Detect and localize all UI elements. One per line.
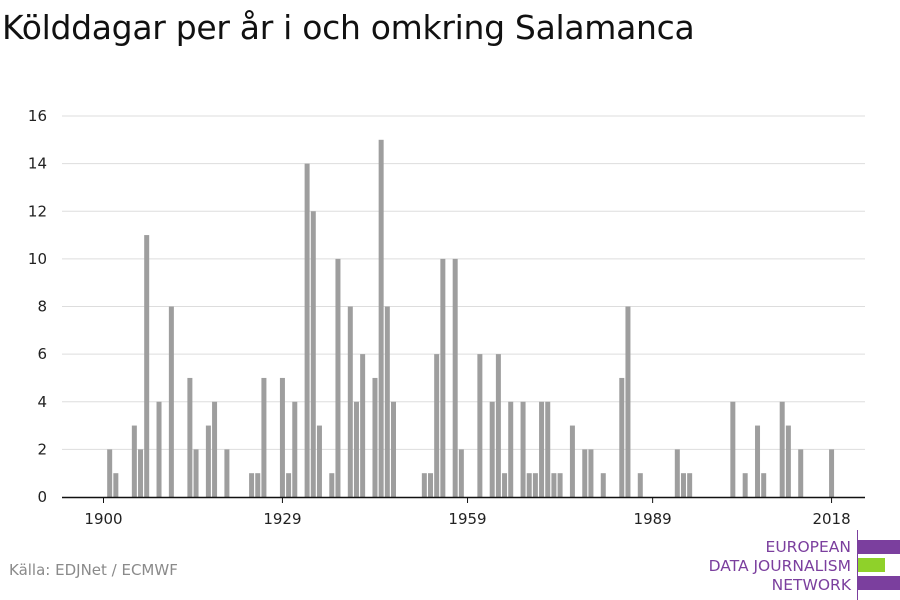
bar-2013 bbox=[798, 449, 804, 497]
bar-2018 bbox=[829, 449, 835, 497]
bar-2007 bbox=[761, 473, 767, 497]
bar-2006 bbox=[755, 425, 761, 497]
bar-1930 bbox=[286, 473, 292, 497]
bar-1931 bbox=[292, 401, 298, 497]
bar-1981 bbox=[600, 473, 606, 497]
x-tick-label-1900: 1900 bbox=[84, 510, 122, 528]
bar-1907 bbox=[144, 235, 150, 497]
bar-1954 bbox=[434, 354, 440, 497]
logo-line-3: NETWORK bbox=[771, 576, 851, 594]
bar-1976 bbox=[569, 425, 575, 497]
chart-title: Kölddagar per år i och omkring Salamanca bbox=[2, 8, 695, 47]
bars bbox=[107, 139, 835, 497]
bar-1945 bbox=[378, 139, 384, 497]
bar-1979 bbox=[588, 449, 594, 497]
bar-1935 bbox=[316, 425, 322, 497]
bar-1946 bbox=[384, 306, 390, 497]
bar-1947 bbox=[390, 401, 396, 497]
bar-1965 bbox=[502, 473, 508, 497]
bar-1994 bbox=[680, 473, 686, 497]
bar-1906 bbox=[138, 449, 144, 497]
bar-1969 bbox=[526, 473, 532, 497]
bar-1926 bbox=[261, 377, 267, 497]
bar-1920 bbox=[224, 449, 230, 497]
bar-1941 bbox=[353, 401, 359, 497]
edjnet-logo: EUROPEAN DATA JOURNALISM NETWORK bbox=[700, 530, 900, 600]
bar-1987 bbox=[637, 473, 643, 497]
bar-1953 bbox=[428, 473, 434, 497]
x-tick-label-1959: 1959 bbox=[448, 510, 486, 528]
bar-1901 bbox=[107, 449, 113, 497]
y-tick-label-12: 12 bbox=[28, 202, 47, 220]
bar-1925 bbox=[255, 473, 261, 497]
bar-2011 bbox=[785, 425, 791, 497]
bar-1914 bbox=[187, 377, 193, 497]
bar-1958 bbox=[458, 449, 464, 497]
x-tick-label-2018: 2018 bbox=[812, 510, 850, 528]
bar-1942 bbox=[360, 354, 366, 497]
bar-1955 bbox=[440, 258, 446, 497]
bar-1940 bbox=[347, 306, 353, 497]
tick-labels: 0 2 4 6 8 10 12 14 16 1900 1929 1959 1989 2018 bbox=[28, 107, 851, 528]
bar-1973 bbox=[551, 473, 557, 497]
logo-bar-top bbox=[858, 540, 900, 554]
bar-1911 bbox=[168, 306, 174, 497]
logo-divider bbox=[857, 530, 858, 600]
logo-bar-middle bbox=[858, 558, 885, 572]
bar-1917 bbox=[205, 425, 211, 497]
y-tick-label-6: 6 bbox=[37, 345, 47, 363]
bar-1963 bbox=[489, 401, 495, 497]
logo-line-1: EUROPEAN bbox=[765, 538, 851, 556]
axes bbox=[62, 496, 865, 503]
bar-2002 bbox=[730, 401, 736, 497]
bar-1964 bbox=[495, 354, 501, 497]
bar-1995 bbox=[687, 473, 693, 497]
bar-1902 bbox=[113, 473, 119, 497]
bar-1968 bbox=[520, 401, 526, 497]
bar-1966 bbox=[508, 401, 514, 497]
x-tick-label-1929: 1929 bbox=[263, 510, 301, 528]
bar-1944 bbox=[372, 377, 378, 497]
x-tick-label-1989: 1989 bbox=[634, 510, 672, 528]
bar-1974 bbox=[557, 473, 563, 497]
bar-1970 bbox=[532, 473, 538, 497]
y-tick-label-4: 4 bbox=[37, 393, 47, 411]
bar-1985 bbox=[625, 306, 631, 497]
bar-1957 bbox=[452, 258, 458, 497]
bar-1984 bbox=[619, 377, 625, 497]
y-tick-label-16: 16 bbox=[28, 107, 47, 125]
bar-1915 bbox=[193, 449, 199, 497]
bar-1909 bbox=[156, 401, 162, 497]
y-tick-label-14: 14 bbox=[28, 155, 47, 173]
logo-line-2: DATA JOURNALISM bbox=[708, 557, 851, 575]
y-tick-label-10: 10 bbox=[28, 250, 47, 268]
gridlines bbox=[62, 115, 865, 450]
y-tick-label-0: 0 bbox=[37, 488, 47, 506]
source-note: Källa: EDJNet / ECMWF bbox=[9, 561, 178, 579]
bar-1972 bbox=[545, 401, 551, 497]
bar-1933 bbox=[304, 163, 310, 497]
bar-2004 bbox=[742, 473, 748, 497]
y-tick-label-8: 8 bbox=[37, 298, 47, 316]
bar-1905 bbox=[131, 425, 137, 497]
y-tick-label-2: 2 bbox=[37, 440, 47, 458]
bar-1952 bbox=[421, 473, 427, 497]
bar-1918 bbox=[212, 401, 218, 497]
logo-bar-bottom bbox=[858, 576, 900, 590]
bar-1934 bbox=[310, 211, 316, 497]
bar-2010 bbox=[779, 401, 785, 497]
bar-1961 bbox=[477, 354, 483, 497]
bar-1978 bbox=[582, 449, 588, 497]
bar-1971 bbox=[539, 401, 545, 497]
bar-1924 bbox=[249, 473, 255, 497]
bar-1929 bbox=[279, 377, 285, 497]
bar-1938 bbox=[335, 258, 341, 497]
bar-1993 bbox=[674, 449, 680, 497]
bar-1937 bbox=[329, 473, 335, 497]
